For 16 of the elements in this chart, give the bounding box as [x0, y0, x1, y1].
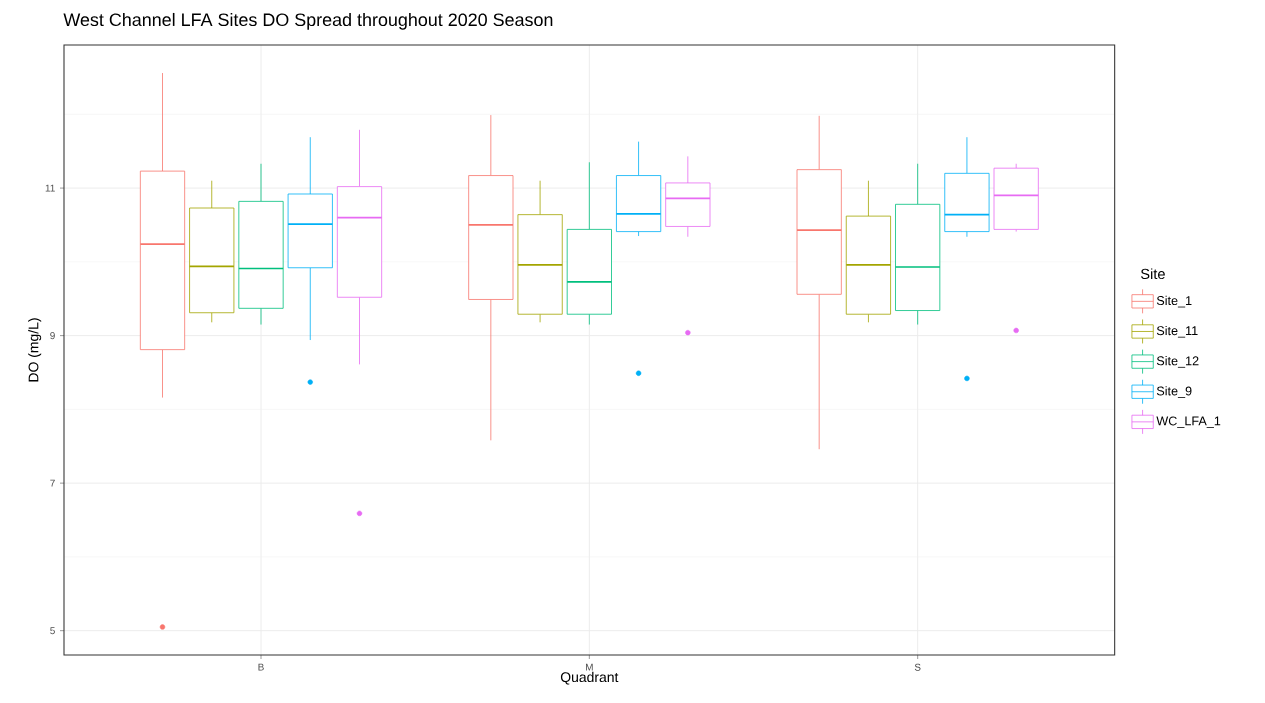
y-tick-label: 7 — [50, 479, 55, 487]
y-tick-label: 9 — [50, 332, 55, 340]
legend-label: Site_1 — [1156, 295, 1192, 308]
legend-label: Site_11 — [1156, 325, 1198, 338]
legend-label: Site_9 — [1156, 386, 1192, 398]
x-axis-title: Quadrant — [560, 671, 619, 685]
y-axis-title: DO (mg/L) — [28, 318, 42, 382]
legend-label: WC_LFA_1 — [1156, 416, 1221, 428]
legend-label: Site_12 — [1156, 356, 1199, 368]
x-tick-label: B — [258, 663, 264, 671]
legend-title: Site — [1140, 268, 1165, 280]
x-tick-label: M — [586, 663, 593, 671]
chart-title: West Channel LFA Sites DO Spread throughout 2020 Season — [63, 12, 553, 30]
x-tick-label: S — [914, 663, 921, 671]
y-tick-label: 11 — [45, 184, 55, 192]
y-tick-label: 5 — [50, 627, 55, 635]
